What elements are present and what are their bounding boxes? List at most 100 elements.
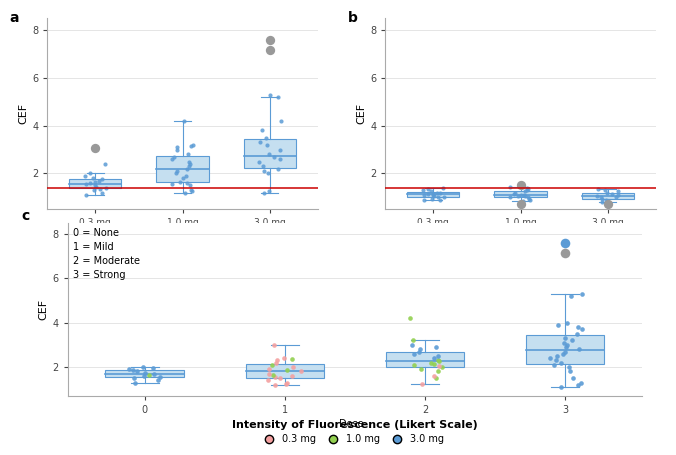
Point	[565, 293, 576, 300]
Point	[422, 190, 433, 197]
Bar	[105, 370, 184, 377]
Bar	[581, 192, 634, 198]
Point	[174, 178, 185, 186]
Point	[264, 366, 275, 373]
Legend: 0.3 mg, 1.0 mg, 3.0 mg: 0.3 mg, 1.0 mg, 3.0 mg	[256, 415, 448, 448]
Point	[287, 372, 297, 379]
Point	[84, 179, 95, 187]
Point	[90, 145, 101, 152]
Point	[524, 195, 535, 202]
Point	[95, 185, 105, 192]
Bar	[407, 192, 460, 197]
Bar	[245, 364, 324, 378]
Point	[520, 188, 531, 195]
Text: c: c	[22, 209, 30, 223]
Point	[566, 337, 577, 344]
Point	[433, 352, 444, 359]
Point	[129, 379, 140, 386]
Point	[281, 379, 292, 386]
Point	[577, 326, 587, 333]
Point	[521, 187, 532, 194]
Point	[128, 367, 139, 374]
Point	[80, 172, 91, 179]
Point	[262, 170, 273, 177]
Point	[85, 170, 96, 177]
Text: 0 = None
1 = Mild
2 = Moderate
3 = Strong: 0 = None 1 = Mild 2 = Moderate 3 = Stron…	[73, 228, 141, 280]
Point	[139, 372, 149, 379]
Point	[423, 185, 434, 192]
Point	[552, 352, 562, 359]
Point	[425, 359, 436, 366]
Point	[295, 368, 306, 375]
Y-axis label: CEF: CEF	[38, 299, 48, 320]
Point	[592, 192, 602, 200]
Point	[558, 350, 569, 357]
Point	[610, 194, 621, 201]
Point	[606, 190, 617, 197]
Point	[549, 361, 560, 369]
Point	[428, 190, 439, 197]
Bar	[526, 335, 604, 364]
Point	[255, 139, 266, 146]
Point	[282, 367, 293, 374]
Point	[602, 189, 613, 196]
Point	[90, 178, 101, 186]
Point	[94, 177, 105, 184]
Point	[264, 151, 275, 158]
Point	[409, 361, 420, 369]
Bar	[156, 156, 209, 182]
Point	[287, 364, 298, 371]
Point	[434, 358, 445, 365]
Point	[431, 374, 442, 382]
Point	[166, 181, 177, 188]
Point	[264, 47, 275, 54]
Point	[515, 200, 526, 207]
Point	[428, 372, 439, 379]
Point	[96, 189, 107, 196]
Point	[562, 341, 573, 349]
Point	[140, 369, 151, 376]
Point	[415, 346, 426, 353]
Text: b: b	[347, 10, 358, 25]
Point	[278, 354, 289, 362]
Point	[523, 194, 533, 201]
Point	[418, 191, 429, 198]
Point	[275, 117, 286, 125]
Point	[597, 195, 608, 202]
Point	[415, 366, 426, 373]
Point	[437, 184, 448, 192]
Point	[179, 189, 190, 196]
Point	[186, 187, 197, 194]
Point	[263, 188, 274, 195]
Point	[87, 175, 98, 182]
Point	[560, 334, 571, 342]
Point	[185, 182, 195, 189]
Text: a: a	[9, 10, 19, 25]
Point	[272, 357, 283, 364]
Point	[429, 192, 439, 200]
Point	[89, 187, 99, 194]
Point	[257, 127, 268, 134]
Point	[183, 158, 194, 165]
Point	[556, 384, 566, 391]
Bar	[243, 139, 296, 168]
Point	[185, 160, 196, 167]
Point	[560, 239, 571, 247]
Point	[601, 197, 612, 205]
Point	[259, 189, 270, 196]
Point	[564, 368, 575, 375]
Point	[267, 361, 278, 369]
Point	[418, 197, 429, 204]
Point	[425, 188, 436, 195]
Point	[254, 158, 264, 165]
Point	[153, 377, 164, 384]
Point	[270, 359, 281, 366]
Point	[407, 341, 418, 349]
Point	[433, 357, 443, 364]
Point	[166, 156, 177, 163]
Point	[523, 185, 534, 192]
Point	[437, 364, 448, 371]
Point	[182, 165, 193, 172]
Point	[560, 249, 571, 257]
Point	[510, 189, 521, 196]
